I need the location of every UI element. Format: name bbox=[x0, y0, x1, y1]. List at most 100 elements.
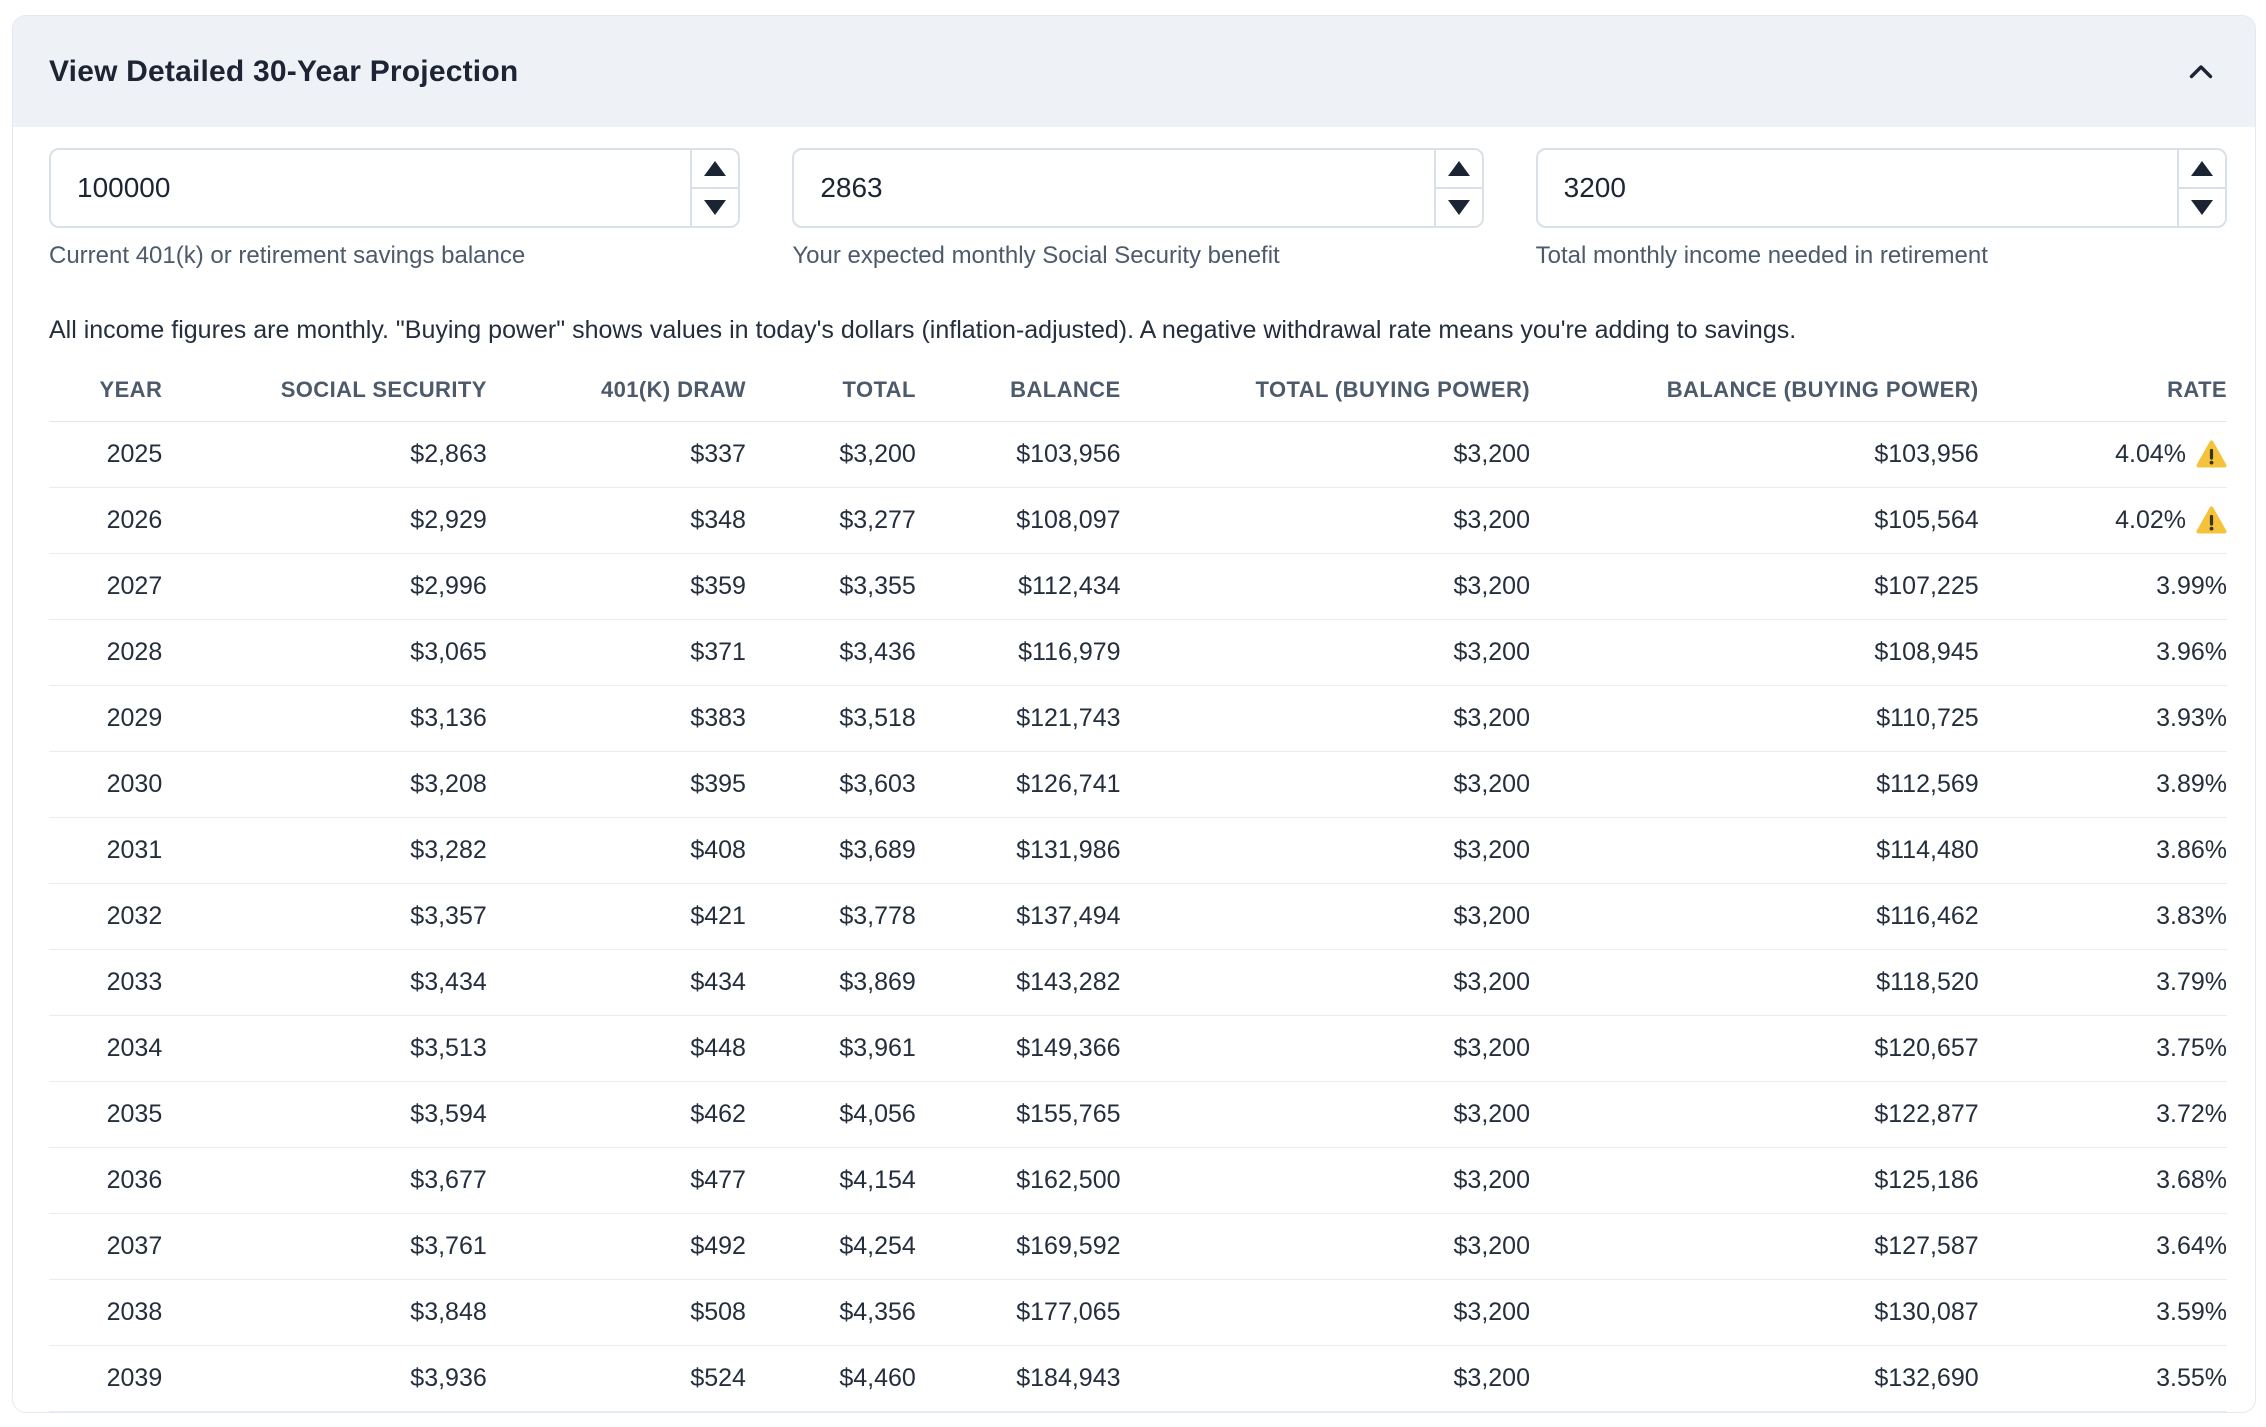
table-cell-balance_buying_power: $112,569 bbox=[1529, 751, 1979, 818]
table-cell-balance: $126,741 bbox=[915, 751, 1121, 818]
rate-value: 3.59% bbox=[2156, 1298, 2227, 1327]
spinner-down-button[interactable] bbox=[692, 189, 739, 226]
panel-body: Current 401(k) or retirement savings bal… bbox=[13, 127, 2255, 1412]
table-cell-total: $3,689 bbox=[745, 817, 916, 884]
current-savings-label: Current 401(k) or retirement savings bal… bbox=[49, 242, 526, 269]
table-cell-social_security: $3,761 bbox=[162, 1213, 487, 1280]
table-row: 2025 $2,863 $337 $3,200 $103,956 $3,200 $103,9… bbox=[49, 421, 2227, 488]
table-cell-rate: 3.75% bbox=[1978, 1015, 2227, 1082]
table-cell-total_buying_power: $3,200 bbox=[1120, 817, 1530, 884]
table-cell-rate: 3.79% bbox=[1978, 949, 2227, 1016]
rate-value: 3.89% bbox=[2156, 770, 2227, 799]
table-cell-balance: $108,097 bbox=[915, 487, 1121, 554]
chevron-up-icon[interactable] bbox=[2189, 64, 2213, 79]
table-cell-rate: 3.72% bbox=[1978, 1081, 2227, 1148]
table-cell-total: $4,154 bbox=[745, 1147, 916, 1214]
table-cell-balance_buying_power: $132,690 bbox=[1529, 1345, 1979, 1412]
table-cell-balance: $112,434 bbox=[915, 553, 1121, 620]
table-cell-year: 2031 bbox=[49, 817, 163, 884]
table-cell-social_security: $3,357 bbox=[162, 883, 487, 950]
table-cell-total: $3,778 bbox=[745, 883, 916, 950]
table-cell-social_security: $3,677 bbox=[162, 1147, 487, 1214]
column-header: BALANCE bbox=[915, 377, 1121, 422]
table-cell-balance_buying_power: $118,520 bbox=[1529, 949, 1979, 1016]
table-cell-total_buying_power: $3,200 bbox=[1120, 949, 1530, 1016]
table-cell-balance_buying_power: $116,462 bbox=[1529, 883, 1979, 950]
table-cell-total: $4,056 bbox=[745, 1081, 916, 1148]
table-cell-year: 2038 bbox=[49, 1279, 163, 1346]
rate-value: 3.96% bbox=[2156, 638, 2227, 667]
table-cell-year: 2027 bbox=[49, 553, 163, 620]
input-group-social-security: Your expected monthly Social Security be… bbox=[792, 148, 1484, 270]
table-cell-social_security: $2,929 bbox=[162, 487, 487, 554]
table-cell-balance_buying_power: $103,956 bbox=[1529, 421, 1979, 488]
spinner-up-button[interactable] bbox=[692, 150, 739, 189]
social-security-spinner bbox=[1433, 150, 1482, 226]
table-row: 2029 $3,136 $383 $3,518 $121,743 $3,200 $110,7… bbox=[49, 685, 2227, 752]
table-cell-draw_401k: $508 bbox=[486, 1279, 746, 1346]
table-cell-balance_buying_power: $127,587 bbox=[1529, 1213, 1979, 1280]
rate-value: 3.86% bbox=[2156, 836, 2227, 865]
table-cell-balance: $162,500 bbox=[915, 1147, 1121, 1214]
column-header: TOTAL bbox=[745, 377, 916, 422]
rate-value: 3.79% bbox=[2156, 968, 2227, 997]
column-header: YEAR bbox=[49, 377, 163, 422]
spinner-up-button[interactable] bbox=[2178, 150, 2225, 189]
table-explainer-note: All income figures are monthly. "Buying … bbox=[49, 316, 1797, 344]
table-cell-social_security: $2,863 bbox=[162, 421, 487, 488]
table-cell-social_security: $3,848 bbox=[162, 1279, 487, 1346]
spinner-up-button[interactable] bbox=[1435, 150, 1482, 189]
rate-value: 3.68% bbox=[2156, 1166, 2227, 1195]
table-cell-year: 2026 bbox=[49, 487, 163, 554]
table-cell-total_buying_power: $3,200 bbox=[1120, 1015, 1530, 1082]
table-cell-social_security: $3,594 bbox=[162, 1081, 487, 1148]
table-cell-year: 2039 bbox=[49, 1345, 163, 1412]
table-cell-total_buying_power: $3,200 bbox=[1120, 553, 1530, 620]
spinner-down-button[interactable] bbox=[2178, 189, 2225, 226]
table-cell-balance_buying_power: $114,480 bbox=[1529, 817, 1979, 884]
table-cell-balance_buying_power: $125,186 bbox=[1529, 1147, 1979, 1214]
table-cell-balance: $103,956 bbox=[915, 421, 1121, 488]
rate-value: 3.83% bbox=[2156, 902, 2227, 931]
arrow-up-icon bbox=[2190, 161, 2213, 176]
table-row: 2035 $3,594 $462 $4,056 $155,765 $3,200 $122,8… bbox=[49, 1081, 2227, 1148]
table-cell-social_security: $3,282 bbox=[162, 817, 487, 884]
table-cell-social_security: $3,208 bbox=[162, 751, 487, 818]
arrow-up-icon bbox=[704, 161, 727, 176]
table-cell-draw_401k: $371 bbox=[486, 619, 746, 686]
table-cell-rate: 4.02% bbox=[1978, 487, 2227, 554]
table-cell-balance_buying_power: $130,087 bbox=[1529, 1279, 1979, 1346]
arrow-up-icon bbox=[1447, 161, 1470, 176]
table-cell-total_buying_power: $3,200 bbox=[1120, 619, 1530, 686]
table-cell-draw_401k: $359 bbox=[486, 553, 746, 620]
table-row: 2032 $3,357 $421 $3,778 $137,494 $3,200 $116,4… bbox=[49, 883, 2227, 950]
table-row: 2027 $2,996 $359 $3,355 $112,434 $3,200 $107,2… bbox=[49, 553, 2227, 620]
table-cell-total: $4,460 bbox=[745, 1345, 916, 1412]
table-cell-social_security: $3,065 bbox=[162, 619, 487, 686]
arrow-down-icon bbox=[2190, 200, 2213, 215]
table-cell-draw_401k: $492 bbox=[486, 1213, 746, 1280]
table-row: 2039 $3,936 $524 $4,460 $184,943 $3,200 $132,6… bbox=[49, 1345, 2227, 1412]
table-cell-total_buying_power: $3,200 bbox=[1120, 487, 1530, 554]
projection-table: YEAR SOCIAL SECURITY 401(K) DRAW TOTAL BALAN… bbox=[49, 377, 2227, 1412]
social-security-input[interactable] bbox=[794, 150, 1434, 226]
spinner-down-button[interactable] bbox=[1435, 189, 1482, 226]
table-row: 2026 $2,929 $348 $3,277 $108,097 $3,200 $105,5… bbox=[49, 487, 2227, 554]
table-cell-total: $3,961 bbox=[745, 1015, 916, 1082]
table-cell-draw_401k: $524 bbox=[486, 1345, 746, 1412]
arrow-down-icon bbox=[1447, 200, 1470, 215]
social-security-label: Your expected monthly Social Security be… bbox=[792, 242, 1280, 269]
income-needed-input[interactable] bbox=[1537, 150, 2177, 226]
table-cell-total_buying_power: $3,200 bbox=[1120, 1213, 1530, 1280]
table-cell-balance_buying_power: $107,225 bbox=[1529, 553, 1979, 620]
table-cell-rate: 3.86% bbox=[1978, 817, 2227, 884]
table-cell-year: 2033 bbox=[49, 949, 163, 1016]
table-cell-total_buying_power: $3,200 bbox=[1120, 751, 1530, 818]
panel-header-toggle[interactable]: View Detailed 30-Year Projection bbox=[13, 16, 2255, 127]
current-savings-input[interactable] bbox=[51, 150, 691, 226]
table-cell-balance: $121,743 bbox=[915, 685, 1121, 752]
warning-icon bbox=[2196, 440, 2227, 468]
table-cell-total_buying_power: $3,200 bbox=[1120, 1345, 1530, 1412]
table-cell-balance: $184,943 bbox=[915, 1345, 1121, 1412]
table-cell-balance_buying_power: $122,877 bbox=[1529, 1081, 1979, 1148]
